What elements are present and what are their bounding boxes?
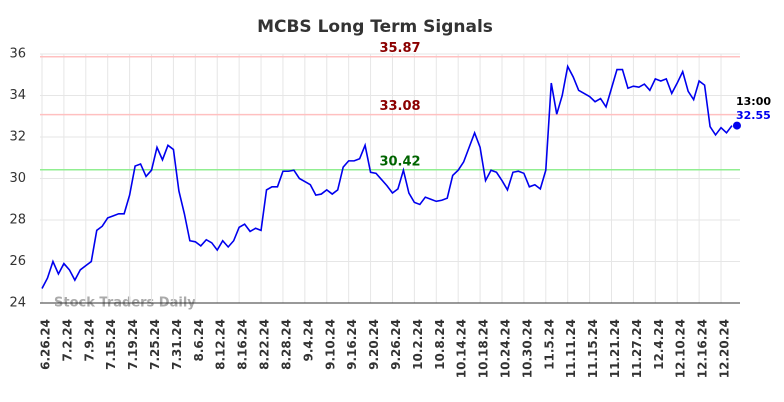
- y-tick-label: 36: [9, 47, 26, 62]
- x-tick-label: 7.19.24: [126, 319, 140, 370]
- y-tick-label: 32: [9, 130, 26, 145]
- x-tick-label: 7.2.24: [60, 319, 74, 362]
- y-tick-label: 34: [9, 88, 26, 103]
- x-tick-label: 10.24.24: [498, 319, 512, 378]
- x-tick-label: 7.9.24: [82, 319, 96, 362]
- y-tick-label: 30: [9, 171, 26, 186]
- x-tick-label: 7.25.24: [148, 319, 162, 370]
- x-tick-label: 8.28.24: [279, 319, 293, 370]
- x-tick-label: 10.8.24: [433, 319, 447, 370]
- x-tick-label: 7.15.24: [104, 319, 118, 370]
- x-tick-label: 10.18.24: [477, 319, 491, 378]
- signal-label: 30.42: [379, 154, 420, 169]
- y-tick-label: 28: [9, 213, 26, 228]
- price-line: [41, 64, 733, 289]
- x-tick-label: 10.2.24: [411, 319, 425, 370]
- end-time-label: 13:00: [736, 95, 771, 108]
- x-tick-label: 10.14.24: [455, 319, 469, 378]
- signal-label: 33.08: [379, 99, 420, 114]
- signal-label: 35.87: [379, 41, 420, 56]
- y-tick-label: 26: [9, 254, 26, 269]
- y-tick-label: 24: [9, 296, 26, 311]
- x-tick-label: 9.16.24: [345, 319, 359, 370]
- chart-title: MCBS Long Term Signals: [257, 17, 493, 37]
- x-tick-label: 11.5.24: [542, 319, 556, 370]
- x-tick-label: 9.26.24: [389, 319, 403, 370]
- x-tick-label: 9.20.24: [367, 319, 381, 370]
- end-point: [732, 121, 741, 130]
- x-tick-label: 12.10.24: [674, 319, 688, 378]
- x-tick-label: 10.30.24: [520, 319, 534, 378]
- x-tick-label: 8.16.24: [236, 319, 250, 370]
- x-tick-label: 12.16.24: [696, 319, 710, 378]
- x-tick-label: 12.4.24: [652, 319, 666, 370]
- end-value-label: 32.55: [736, 109, 771, 122]
- x-tick-label: 11.21.24: [608, 319, 622, 378]
- x-tick-label: 11.15.24: [586, 319, 600, 378]
- x-tick-label: 7.31.24: [170, 319, 184, 370]
- x-tick-label: 9.10.24: [323, 319, 337, 370]
- x-tick-label: 8.6.24: [192, 319, 206, 362]
- x-tick-label: 8.12.24: [214, 319, 228, 370]
- x-tick-label: 12.20.24: [718, 319, 732, 378]
- x-tick-label: 8.22.24: [258, 319, 272, 370]
- x-tick-label: 9.4.24: [301, 319, 315, 362]
- x-tick-label: 6.26.24: [39, 319, 53, 370]
- x-tick-label: 11.27.24: [630, 319, 644, 378]
- x-tick-label: 11.11.24: [564, 319, 578, 378]
